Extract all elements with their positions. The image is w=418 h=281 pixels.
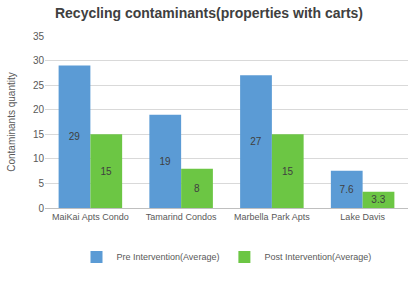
svg-text:15: 15: [33, 129, 45, 140]
svg-text:20: 20: [33, 104, 45, 115]
svg-text:MaiKai Apts Condo: MaiKai Apts Condo: [52, 212, 129, 222]
svg-text:8: 8: [194, 183, 200, 194]
svg-text:25: 25: [33, 80, 45, 91]
svg-text:15: 15: [282, 166, 294, 177]
svg-text:35: 35: [33, 31, 45, 42]
svg-text:19: 19: [159, 156, 171, 167]
svg-text:10: 10: [33, 153, 45, 164]
svg-text:3.3: 3.3: [371, 194, 385, 205]
svg-text:5: 5: [38, 178, 44, 189]
svg-text:30: 30: [33, 55, 45, 66]
svg-text:29: 29: [69, 131, 81, 142]
svg-text:Lake Davis: Lake Davis: [340, 212, 385, 222]
svg-text:27: 27: [250, 136, 262, 147]
svg-text:Recycling contaminants(propert: Recycling contaminants(properties with c…: [55, 5, 363, 21]
svg-text:7.6: 7.6: [340, 184, 354, 195]
svg-text:Marbella Park Apts: Marbella Park Apts: [234, 212, 310, 222]
svg-text:Tamarind Condos: Tamarind Condos: [146, 212, 217, 222]
svg-text:Pre Intervention(Average): Pre Intervention(Average): [117, 252, 220, 262]
svg-text:15: 15: [100, 166, 112, 177]
svg-text:Post Intervention(Average): Post Intervention(Average): [264, 252, 371, 262]
svg-text:0: 0: [38, 203, 44, 214]
svg-text:Contaminants quantity: Contaminants quantity: [6, 72, 17, 172]
